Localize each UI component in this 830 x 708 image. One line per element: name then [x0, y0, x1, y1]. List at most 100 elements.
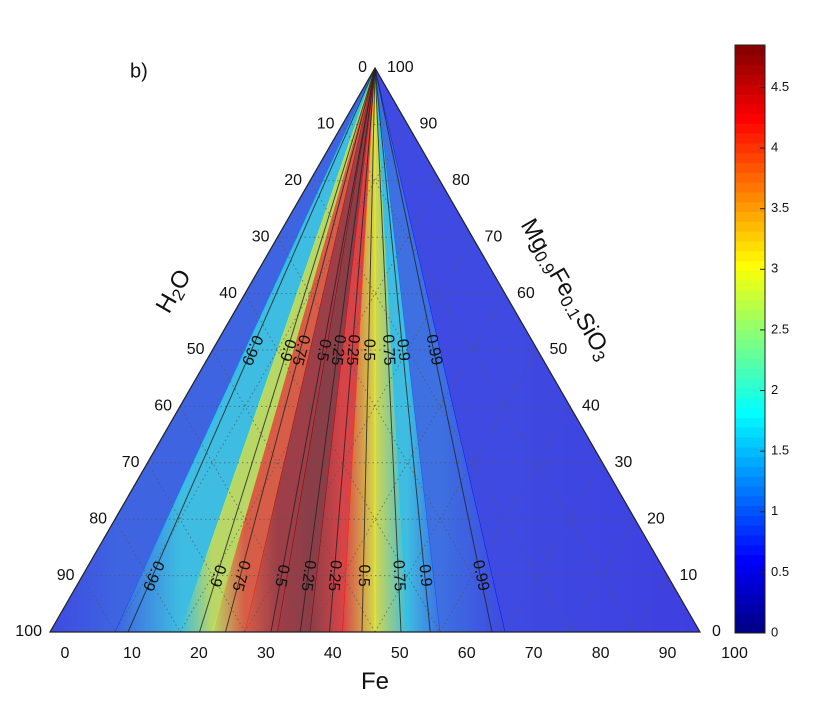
left-tick-label: 60: [154, 398, 172, 415]
colorbar-cell: [735, 241, 765, 252]
colorbar-cell: [735, 417, 765, 428]
contour-label: 0.25: [343, 334, 362, 367]
left-tick-label: 20: [284, 172, 302, 189]
bottom-tick-label: 80: [592, 645, 610, 662]
contour-line: [270, 67, 376, 633]
contour-label: 0.99: [422, 333, 445, 367]
panel-label: b): [130, 60, 148, 82]
colorbar-cell: [735, 623, 765, 634]
left-tick-label: 70: [122, 454, 140, 471]
bottom-tick-label: 10: [123, 645, 141, 662]
colorbar-cell: [735, 270, 765, 281]
left-tick-label: 10: [317, 116, 335, 133]
colorbar-cell: [735, 309, 765, 320]
colorbar-cell: [735, 574, 765, 585]
colorbar-cell: [735, 407, 765, 418]
colorbar-cell: [735, 84, 765, 95]
contour-line: [361, 67, 376, 633]
triangle-outline: [48, 66, 702, 633]
colorbar-cell: [735, 603, 765, 614]
contour-line: [225, 67, 376, 633]
right-tick-label: 40: [582, 398, 600, 415]
contour-label: 0.5: [271, 563, 292, 588]
grid-line: [114, 124, 408, 633]
colorbar-cell: [735, 339, 765, 350]
grid-line: [569, 518, 636, 633]
contour-line: [127, 67, 376, 633]
colorbar-cell: [735, 192, 765, 203]
grid-line: [439, 406, 571, 633]
grid-line: [244, 293, 441, 633]
contour-label: 0.9: [415, 564, 434, 588]
right-tick-label: 70: [485, 228, 503, 245]
colorbar-cell: [735, 201, 765, 213]
left-tick-label: 40: [219, 285, 237, 302]
contour-label: 0.5: [360, 339, 378, 362]
colorbar-tick-label: 1: [771, 503, 778, 518]
colorbar-tick-label: 4: [771, 139, 778, 154]
grid-line: [309, 293, 506, 633]
colorbar-tick-label: 0: [771, 624, 778, 639]
colorbar-cell: [735, 152, 765, 164]
colorbar-cell: [735, 182, 765, 193]
right-tick-label: 100: [387, 59, 414, 76]
colorbar-tick-label: 3: [771, 261, 778, 276]
colorbar-tick-label: 1.5: [771, 443, 789, 458]
colorbar-cell: [735, 505, 765, 516]
contour-label: 0.9: [206, 563, 229, 589]
colorbar-cell: [735, 554, 765, 565]
grid-line: [114, 518, 181, 633]
colorbar-cell: [735, 535, 765, 546]
colorbar-cell: [735, 280, 765, 291]
colorbar-cell: [735, 54, 765, 66]
bottom-tick-label: 40: [324, 645, 342, 662]
contour-label: 0.5: [313, 338, 334, 363]
grid-line: [634, 575, 668, 633]
colorbar-cell: [735, 584, 765, 595]
bottom-tick-label: 30: [257, 645, 275, 662]
colorbar-cell: [735, 299, 765, 311]
right-tick-label: 50: [550, 341, 568, 358]
colorbar-cell: [735, 486, 765, 497]
colorbar-cell: [735, 231, 765, 242]
contour-label: 0.75: [389, 560, 407, 592]
colorbar-cell: [735, 427, 765, 438]
colorbar-cell: [735, 593, 765, 605]
grid-line: [374, 349, 538, 633]
right-tick-label: 20: [647, 510, 665, 527]
left-tick-label: 0: [358, 59, 367, 76]
contour-line: [374, 67, 493, 633]
colorbar-tick-label: 3.5: [771, 200, 789, 215]
colorbar-cell: [735, 94, 765, 105]
colorbar-cell: [735, 221, 765, 232]
contour-line: [329, 67, 376, 633]
colorbar-cell: [735, 378, 765, 389]
contour-line: [199, 67, 376, 633]
colorbar-cell: [735, 368, 765, 379]
grid-line: [342, 124, 636, 633]
left-tick-label: 80: [89, 510, 107, 527]
grid-line: [82, 575, 116, 633]
right-tick-label: 90: [420, 116, 438, 133]
colorbar-cell: [735, 564, 765, 575]
left-tick-label: 90: [57, 567, 75, 584]
colorbar-cell: [735, 113, 765, 124]
bottom-tick-label: 100: [721, 645, 748, 662]
contour-label: 0.75: [379, 334, 397, 366]
colorbar-cell: [735, 143, 765, 154]
colorbar-cell: [735, 133, 765, 144]
bottom-tick-label: 90: [659, 645, 677, 662]
right-axis-label-part: Mg: [515, 214, 555, 256]
bottom-tick-label: 20: [190, 645, 208, 662]
colorbar-cell: [735, 172, 765, 183]
colorbar-cell: [735, 250, 765, 262]
colorbar-cell: [735, 515, 765, 526]
colorbar-cell: [735, 211, 765, 222]
bottom-axis-label-part: Fe: [361, 668, 389, 695]
colorbar-cell: [735, 613, 765, 624]
right-tick-label: 0: [712, 623, 721, 640]
bottom-tick-label: 50: [391, 645, 409, 662]
colorbar-cell: [735, 358, 765, 369]
colorbar-cell: [735, 446, 765, 458]
